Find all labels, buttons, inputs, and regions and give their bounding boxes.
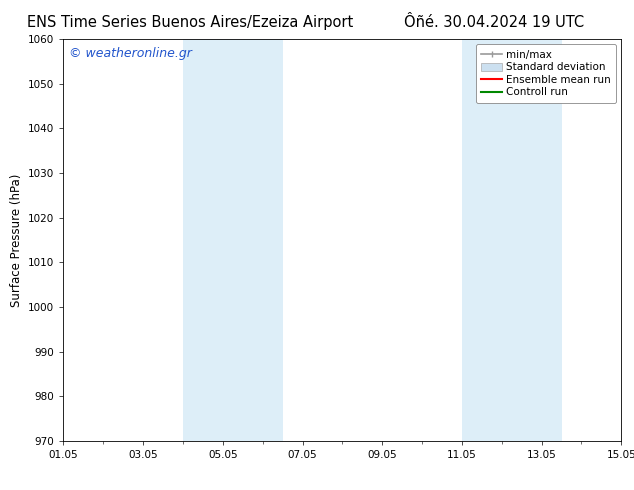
Bar — [462, 39, 562, 441]
Text: Ôñé. 30.04.2024 19 UTC: Ôñé. 30.04.2024 19 UTC — [404, 15, 585, 30]
Text: © weatheronline.gr: © weatheronline.gr — [69, 47, 192, 60]
Bar — [183, 39, 283, 441]
Y-axis label: Surface Pressure (hPa): Surface Pressure (hPa) — [10, 173, 23, 307]
Legend: min/max, Standard deviation, Ensemble mean run, Controll run: min/max, Standard deviation, Ensemble me… — [476, 45, 616, 102]
Text: ENS Time Series Buenos Aires/Ezeiza Airport: ENS Time Series Buenos Aires/Ezeiza Airp… — [27, 15, 353, 30]
